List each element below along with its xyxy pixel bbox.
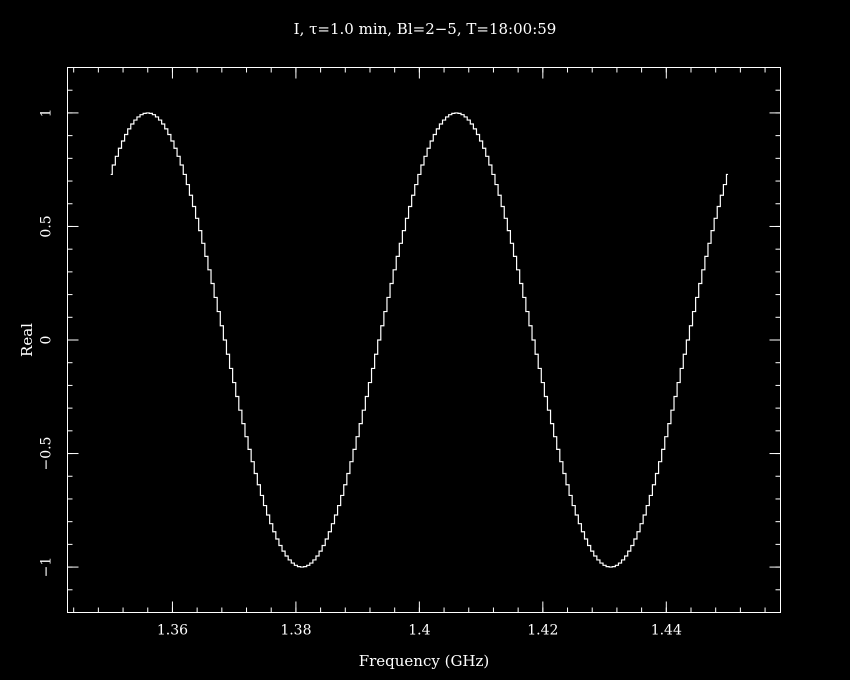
- axis-ticks: [67, 67, 781, 613]
- axis-tick-labels: 1.36 1.38 1.4 1.42 1.44 1 0.5 0 −0.5 −1: [39, 108, 682, 638]
- y-tick-label: −1: [39, 557, 55, 578]
- x-tick-label: 1.36: [157, 623, 188, 639]
- series-line: [110, 112, 729, 568]
- y-tick-label: 0: [39, 336, 55, 345]
- x-axis-label: Frequency (GHz): [359, 652, 490, 670]
- y-axis-label: Real: [18, 323, 36, 357]
- x-tick-label: 1.44: [651, 623, 682, 639]
- y-tick-label: 1: [39, 108, 55, 117]
- y-tick-label: −0.5: [39, 437, 55, 471]
- x-tick-label: 1.4: [408, 623, 430, 639]
- x-tick-label: 1.38: [280, 623, 311, 639]
- x-tick-label: 1.42: [527, 623, 558, 639]
- chart-title: I, τ=1.0 min, Bl=2−5, T=18:00:59: [294, 20, 557, 38]
- y-tick-label: 0.5: [39, 215, 55, 237]
